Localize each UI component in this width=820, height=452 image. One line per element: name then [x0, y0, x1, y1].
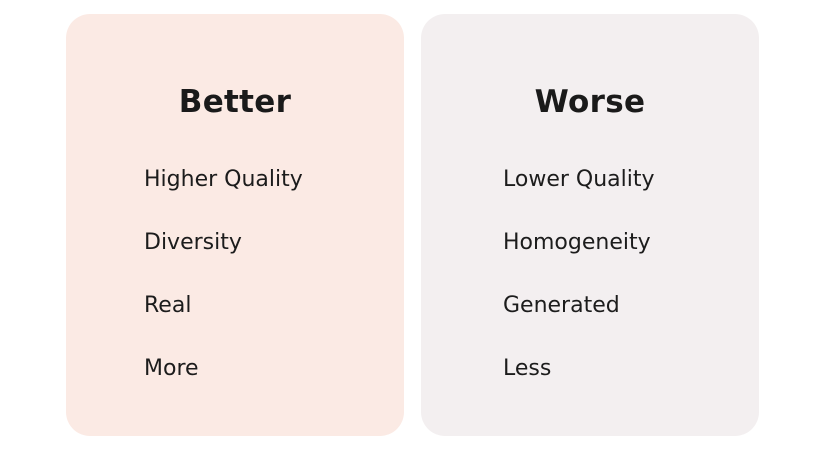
- worse-title: Worse: [534, 84, 646, 120]
- worse-item-homogeneity: Homogeneity: [503, 230, 651, 255]
- better-item-more: More: [144, 356, 199, 381]
- worse-list: Lower Quality Homogeneity Generated Less: [503, 164, 655, 416]
- better-item-higher-quality: Higher Quality: [144, 167, 303, 192]
- worse-item-less: Less: [503, 356, 552, 381]
- better-item-diversity: Diversity: [144, 230, 242, 255]
- worse-item-lower-quality: Lower Quality: [503, 167, 655, 192]
- better-list: Higher Quality Diversity Real More: [144, 164, 303, 416]
- better-item-real: Real: [144, 293, 192, 318]
- worse-card: Worse Lower Quality Homogeneity Generate…: [421, 14, 759, 436]
- worse-item-generated: Generated: [503, 293, 620, 318]
- better-title: Better: [178, 84, 292, 120]
- better-card: Better Higher Quality Diversity Real Mor…: [66, 14, 404, 436]
